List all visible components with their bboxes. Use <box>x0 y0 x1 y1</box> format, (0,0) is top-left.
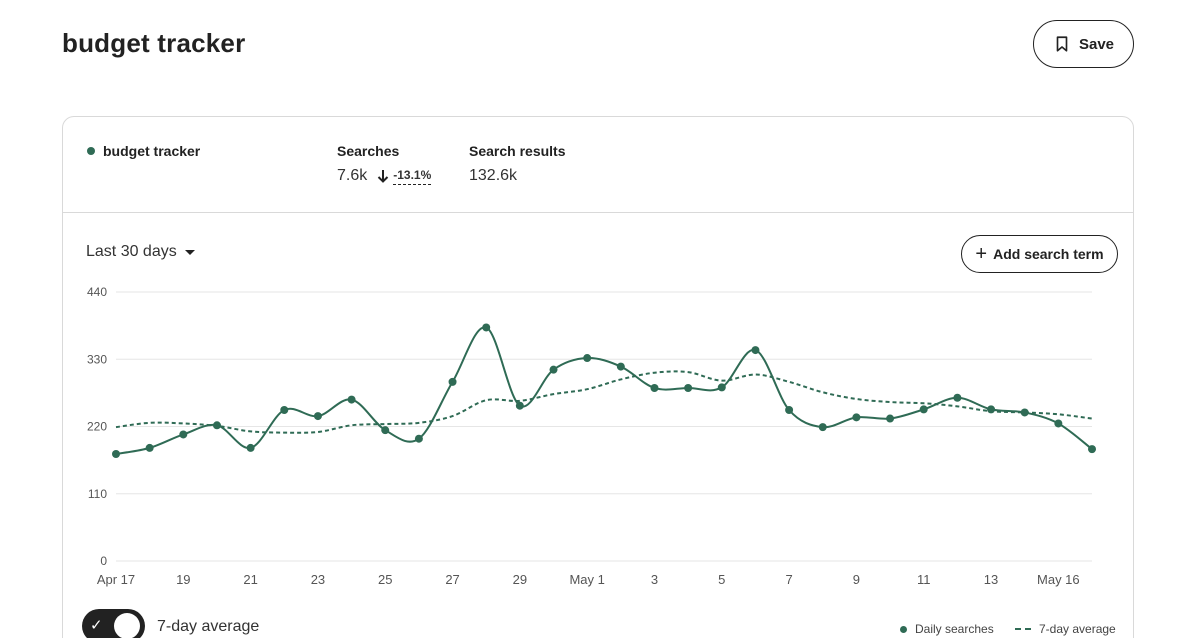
x-tick-label: 3 <box>651 572 658 587</box>
x-tick-label: 11 <box>917 572 931 587</box>
x-tick-label: 23 <box>311 572 325 587</box>
data-point <box>549 365 558 374</box>
x-tick-label: 13 <box>984 572 998 587</box>
plus-icon: + <box>975 243 988 265</box>
search-term: budget tracker <box>87 143 200 159</box>
seven-day-average-toggle[interactable]: ✓ <box>82 609 145 638</box>
x-tick-label: 25 <box>378 572 392 587</box>
trend-card: budget tracker Searches 7.6k -13.1% Sear… <box>62 116 1134 638</box>
data-point <box>650 383 659 392</box>
legend-daily-label: Daily searches <box>915 622 994 636</box>
data-point <box>684 383 693 392</box>
caret-down-icon <box>184 249 195 255</box>
x-tick-label: Apr 17 <box>97 572 135 587</box>
y-tick-label: 220 <box>87 420 107 434</box>
legend-average-label: 7-day average <box>1039 622 1116 636</box>
data-point <box>852 413 861 422</box>
page-title: budget tracker <box>62 28 246 58</box>
data-point <box>145 443 154 452</box>
x-tick-label: May 1 <box>569 572 604 587</box>
data-point <box>482 323 491 332</box>
legend-average: 7-day average <box>1015 622 1116 636</box>
data-point <box>583 354 592 363</box>
data-point <box>953 393 962 402</box>
y-tick-label: 440 <box>87 285 107 299</box>
data-point <box>212 421 221 430</box>
legend-daily: Daily searches <box>900 622 994 636</box>
series-line-daily-searches <box>115 326 1093 455</box>
x-tick-label: 29 <box>513 572 527 587</box>
data-point <box>280 405 289 414</box>
add-search-term-button[interactable]: + Add search term <box>961 235 1118 273</box>
data-point <box>448 377 457 386</box>
searches-change-value: -13.1% <box>393 168 432 185</box>
searches-stat: Searches 7.6k -13.1% <box>337 143 432 185</box>
data-point <box>987 405 996 414</box>
summary-panel: budget tracker Searches 7.6k -13.1% Sear… <box>63 117 1133 213</box>
data-point <box>785 405 794 414</box>
data-point <box>381 426 390 435</box>
x-tick-label: 21 <box>243 572 257 587</box>
x-tick-label: 27 <box>445 572 459 587</box>
y-tick-label: 330 <box>87 352 107 366</box>
search-term-label: budget tracker <box>103 143 201 159</box>
searches-change[interactable]: -13.1% <box>377 168 432 185</box>
save-button-label: Save <box>1078 35 1115 53</box>
x-tick-label: May 16 <box>1037 572 1080 587</box>
data-point <box>1020 408 1029 417</box>
searches-label: Searches <box>337 143 400 159</box>
data-point <box>919 405 928 414</box>
x-tick-label: 19 <box>176 572 190 587</box>
data-point <box>1054 419 1063 428</box>
results-stat: Search results 132.6k <box>469 143 566 185</box>
x-tick-label: 5 <box>718 572 725 587</box>
data-point <box>751 346 760 355</box>
data-point <box>179 430 188 439</box>
data-point <box>246 443 255 452</box>
legend-daily-marker <box>900 625 907 633</box>
data-point <box>818 423 827 432</box>
data-point <box>313 412 322 421</box>
searches-value: 7.6k <box>337 167 368 184</box>
date-range-select[interactable]: Last 30 days <box>86 243 195 261</box>
data-point <box>1088 445 1096 454</box>
data-point <box>515 401 524 410</box>
results-value: 132.6k <box>469 167 518 184</box>
date-range-label: Last 30 days <box>86 243 177 260</box>
results-label: Search results <box>469 143 566 159</box>
data-point <box>347 395 356 404</box>
data-point <box>886 414 895 423</box>
save-button[interactable]: Save <box>1033 20 1134 68</box>
data-point <box>112 450 120 459</box>
data-point <box>717 383 726 392</box>
series-line-7-day-average <box>115 370 1093 434</box>
x-tick-label: 9 <box>853 572 860 587</box>
y-tick-label: 0 <box>100 554 107 568</box>
series-color-dot <box>87 147 95 155</box>
toggle-label: 7-day average <box>157 618 260 635</box>
x-tick-label: 7 <box>785 572 792 587</box>
toggle-knob <box>114 613 140 638</box>
check-icon: ✓ <box>90 617 103 634</box>
y-tick-label: 110 <box>88 487 107 501</box>
bookmark-icon <box>1056 36 1068 52</box>
add-search-term-label: Add search term <box>993 246 1104 262</box>
legend-average-marker <box>1015 628 1031 630</box>
data-point <box>414 434 423 443</box>
arrow-down-icon <box>378 170 389 183</box>
data-point <box>616 362 625 371</box>
